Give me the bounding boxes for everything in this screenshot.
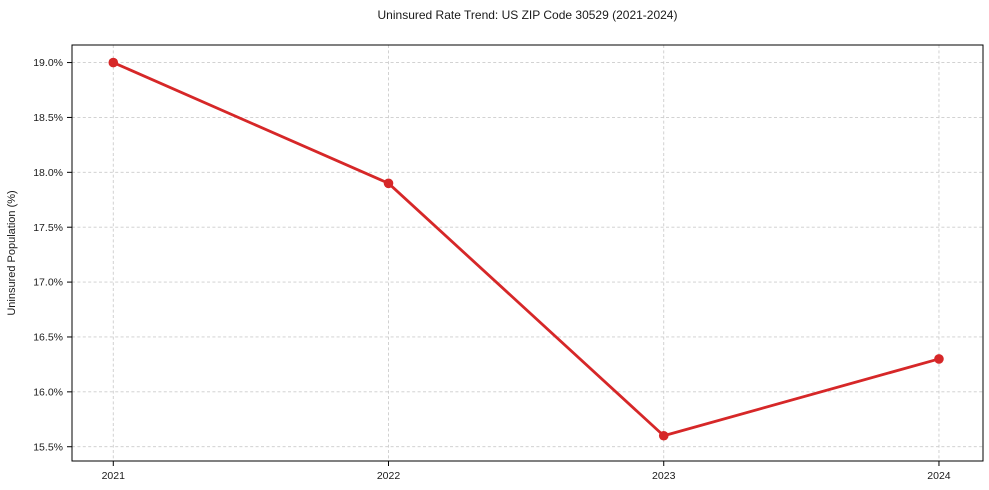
- y-tick-label: 18.5%: [33, 112, 63, 124]
- y-tick-label: 17.5%: [33, 222, 63, 234]
- y-tick-label: 16.5%: [33, 332, 63, 344]
- trend-line: [111, 61, 941, 438]
- data-series: [108, 57, 944, 441]
- x-tick-label: 2023: [652, 470, 676, 482]
- y-tick-label: 16.0%: [33, 386, 63, 398]
- x-tick-label: 2024: [927, 470, 951, 482]
- axes: 15.5% 16.0% 16.5% 17.0% 17.5% 18.0% 18.5% 19.0%…: [33, 44, 984, 482]
- y-tick-label: 18.0%: [33, 167, 63, 179]
- y-axis-label: Uninsured Population (%): [6, 190, 18, 315]
- data-point-marker: [934, 354, 944, 364]
- data-point-marker: [108, 57, 119, 68]
- x-tick-label: 2021: [102, 470, 126, 482]
- x-tick-label: 2022: [377, 470, 401, 482]
- y-tick-label: 15.5%: [33, 441, 63, 453]
- data-point-marker: [658, 430, 669, 441]
- y-tick-label: 17.0%: [33, 277, 63, 289]
- gridlines: [72, 45, 983, 461]
- plot-border: [71, 44, 984, 462]
- y-tick-label: 19.0%: [33, 57, 63, 69]
- data-point-marker: [383, 178, 394, 189]
- chart-title: Uninsured Rate Trend: US ZIP Code 30529 …: [378, 8, 678, 22]
